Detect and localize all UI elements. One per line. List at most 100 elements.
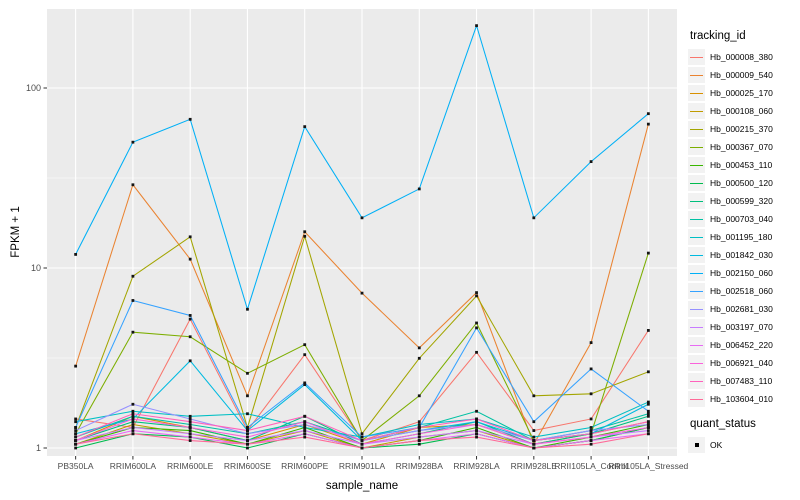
data-point (646, 429, 650, 432)
data-point (188, 423, 192, 426)
data-point (532, 435, 536, 439)
data-point (131, 423, 135, 426)
y-axis-title: FPKM + 1 (10, 206, 22, 258)
legend-quant-status: quant_status OK (688, 418, 800, 454)
data-point (475, 426, 478, 429)
data-point (475, 417, 478, 421)
line-swatch-icon (688, 211, 705, 227)
data-point (589, 432, 593, 436)
data-point (417, 435, 421, 439)
data-point (246, 394, 249, 398)
legend-key-label: Hb_103604_010 (710, 394, 773, 404)
data-point (74, 426, 78, 429)
data-point (532, 429, 536, 432)
data-point (74, 442, 78, 446)
y-tick-label: 10 (31, 263, 41, 273)
data-point (188, 359, 192, 363)
data-point (188, 432, 192, 436)
data-point (646, 370, 650, 374)
legend-key-Hb_006921_040: Hb_006921_040 (688, 354, 800, 372)
line-swatch-icon (688, 247, 705, 263)
data-point (417, 423, 421, 426)
data-point (303, 234, 307, 238)
data-point (131, 402, 135, 406)
data-point (303, 435, 307, 439)
black-square-icon (688, 437, 705, 453)
data-point (188, 314, 192, 317)
legend-key-label: Hb_003197_070 (710, 322, 773, 332)
data-point (589, 442, 593, 446)
data-point (589, 392, 593, 396)
data-point (417, 442, 421, 446)
series-points-Hb_007483_110 (74, 412, 650, 442)
data-point (188, 439, 192, 442)
data-point (131, 414, 135, 418)
data-point (188, 257, 192, 261)
data-point (303, 343, 307, 347)
data-point (589, 160, 593, 164)
x-tick-label: RRII105LA_Stressed (608, 461, 688, 471)
data-point (74, 446, 78, 450)
data-point (131, 429, 135, 432)
data-point (646, 420, 650, 424)
legend-key-label: Hb_000500_120 (710, 178, 773, 188)
line-swatch-icon (688, 337, 705, 353)
data-point (246, 446, 249, 450)
data-point (417, 356, 421, 360)
data-point (188, 117, 192, 121)
data-point (131, 420, 135, 424)
data-point (246, 432, 249, 436)
data-point (417, 432, 421, 436)
data-point (589, 341, 593, 345)
legend-key-Hb_000599_320: Hb_000599_320 (688, 192, 800, 210)
data-point (74, 253, 78, 256)
data-point (417, 439, 421, 442)
data-point (246, 429, 249, 432)
data-point (646, 432, 650, 436)
data-point (417, 394, 421, 398)
data-point (475, 432, 478, 436)
data-point (589, 435, 593, 439)
data-point (532, 394, 536, 398)
data-point (646, 400, 650, 404)
data-point (188, 335, 192, 339)
data-point (646, 122, 650, 126)
legend-key-label: Hb_000703_040 (710, 214, 773, 224)
legend-key-label: Hb_002681_030 (710, 304, 773, 314)
data-point (303, 426, 307, 429)
line-swatch-icon (688, 373, 705, 389)
legend-key-label: Hb_001842_030 (710, 250, 773, 260)
legend-key-Hb_002681_030: Hb_002681_030 (688, 300, 800, 318)
legend-key-Hb_103604_010: Hb_103604_010 (688, 390, 800, 408)
data-point (589, 439, 593, 442)
data-point (303, 429, 307, 432)
line-swatch-icon (688, 265, 705, 281)
data-point (646, 329, 650, 332)
legend-key-ok-label: OK (710, 440, 723, 450)
x-tick-label: PB350LA (58, 461, 94, 471)
legend-key-label: Hb_006452_220 (710, 340, 773, 350)
y-tick-label: 100 (26, 83, 41, 93)
data-point (475, 409, 478, 413)
x-tick-label: RRIM901LA (339, 461, 386, 471)
data-point (475, 423, 478, 426)
data-point (646, 112, 650, 116)
data-point (131, 409, 135, 413)
data-point (532, 442, 536, 446)
legend-key-label: Hb_006921_040 (710, 358, 773, 368)
legend-key-label: Hb_000215_370 (710, 124, 773, 134)
line-swatch-icon (688, 391, 705, 407)
data-point (303, 381, 307, 385)
line-swatch-icon (688, 139, 705, 155)
data-point (188, 426, 192, 429)
data-point (589, 426, 593, 429)
data-point (475, 420, 478, 424)
data-point (532, 439, 536, 442)
data-point (246, 412, 249, 416)
line-swatch-icon (688, 193, 705, 209)
data-point (417, 346, 421, 350)
data-point (74, 432, 78, 436)
data-point (188, 235, 192, 239)
data-point (131, 330, 135, 334)
